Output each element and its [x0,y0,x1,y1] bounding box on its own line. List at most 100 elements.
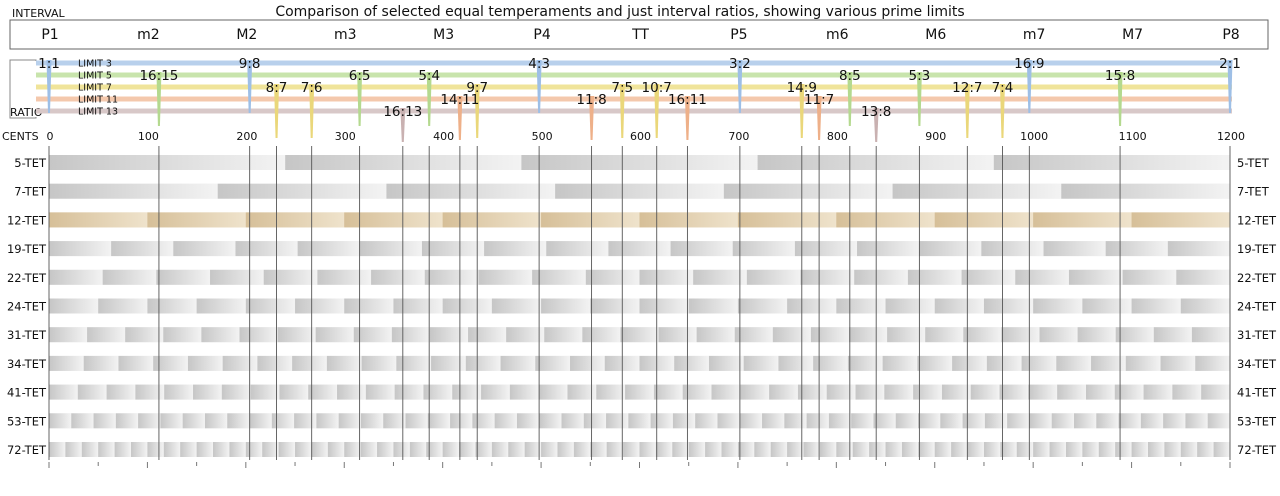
tet-step [970,384,1000,400]
tet-step [778,355,814,371]
ratio-label-16-15: 16:15 [139,68,178,84]
limit-name-3: LIMIT 7 [78,83,112,94]
tet-step [585,269,640,285]
tet-step [1180,298,1230,314]
tet-step [852,442,870,457]
tet-step [541,442,558,457]
tet-step [1000,442,1017,457]
interval-label-p4: P4 [533,27,550,43]
tet-label-left-12: 12-TET [7,213,47,227]
tet-step [1207,413,1230,429]
tet-label-right-31: 31-TET [1237,328,1277,342]
tet-step [423,384,453,400]
tet-label-left-19: 19-TET [7,242,47,256]
tet-step [204,413,228,429]
tet-step [650,413,673,429]
ratio-marker-16-11 [684,96,690,140]
limit-band-4 [36,96,1232,102]
tet-step [278,442,296,457]
tet-step [653,384,683,400]
interval-label-m7: M7 [1122,27,1143,43]
tet-step [993,155,1230,170]
tet-step [639,269,694,285]
ratio-label-8-5: 8:5 [839,68,861,84]
cents-tick-100: 100 [138,130,159,143]
tet-step [1167,241,1230,257]
ratio-label-14-9: 14:9 [787,80,817,96]
tet-step [561,413,584,429]
tet-step [1105,241,1168,257]
tet-step [377,442,394,457]
tet-step [608,241,671,257]
ratio-label-2-1: 2:1 [1219,56,1241,72]
tet-step [396,355,432,371]
tet-step [426,442,443,457]
limit-name-2: LIMIT 5 [78,71,112,82]
tet-step [688,298,738,314]
tet-step [138,413,161,429]
interval-label-m6: m6 [826,27,849,43]
ratio-marker-4-3 [536,60,542,113]
tet-step [508,442,525,457]
tet-step [49,298,99,314]
interval-label-p8: P8 [1222,27,1239,43]
tet-step [887,327,926,343]
tet-step [344,298,394,314]
tet-step [1122,269,1177,285]
tet-step [49,183,218,199]
tet-step [557,442,574,457]
tet-step [201,327,240,343]
limit-name-5: LIMIT 13 [78,107,118,118]
diagram-title: Comparison of selected equal temperament… [275,4,964,20]
tet-step [555,183,724,199]
tet-label-left-34: 34-TET [7,357,47,371]
tet-step [1160,355,1196,371]
tet-step [570,355,605,371]
tet-row-7: 7-TET 7-TET [14,183,1270,199]
ratio-marker-13-8 [873,108,879,142]
ratio-label-15-8: 15:8 [1105,68,1135,84]
tet-step [596,384,626,400]
tet-step [49,241,112,257]
tet-step [227,413,250,429]
tet-step [693,269,747,285]
tet-step [826,384,856,400]
tet-step [1007,413,1030,429]
tet-step [983,442,1001,457]
tet-step [153,355,188,371]
tet-step [424,269,479,285]
tet-step [770,442,788,457]
cents-ticks: 0 100 200 300 400 500 600 700 800 900 1000 1100 1200 [47,130,1246,143]
tet-step [459,442,476,457]
cents-tick-200: 200 [236,130,257,143]
tet-step [196,298,246,314]
tet-step [295,442,312,457]
interval-label-m2: M2 [236,27,257,43]
tet-step [135,384,165,400]
tet-step [250,384,280,400]
ratio-marker-5-3 [916,72,922,126]
tet-step [484,241,547,257]
tet-step [895,413,919,429]
tet-step [606,413,629,429]
tet-step [1028,384,1058,400]
tet-step [442,442,460,457]
tet-step [481,384,510,400]
tet-step [98,442,115,457]
tet-step [393,442,410,457]
tet-step [1082,298,1132,314]
tet-step [737,212,837,228]
tet-step [1068,269,1123,285]
ratio-marker-14-9 [799,84,805,138]
tet-step [797,384,827,400]
tet-step [147,212,246,228]
tet-row-34: 34-TET 34-TET [7,355,1277,371]
tet-step [125,327,164,343]
tet-label-right-24: 24-TET [1237,300,1277,314]
tet-step [1033,442,1050,457]
cents-tick-1200: 1200 [1217,130,1245,143]
tet-step [1029,413,1052,429]
tet-step [326,355,362,371]
tet-label-left-5: 5-TET [14,156,47,170]
ratio-marker-6-5 [357,72,363,126]
